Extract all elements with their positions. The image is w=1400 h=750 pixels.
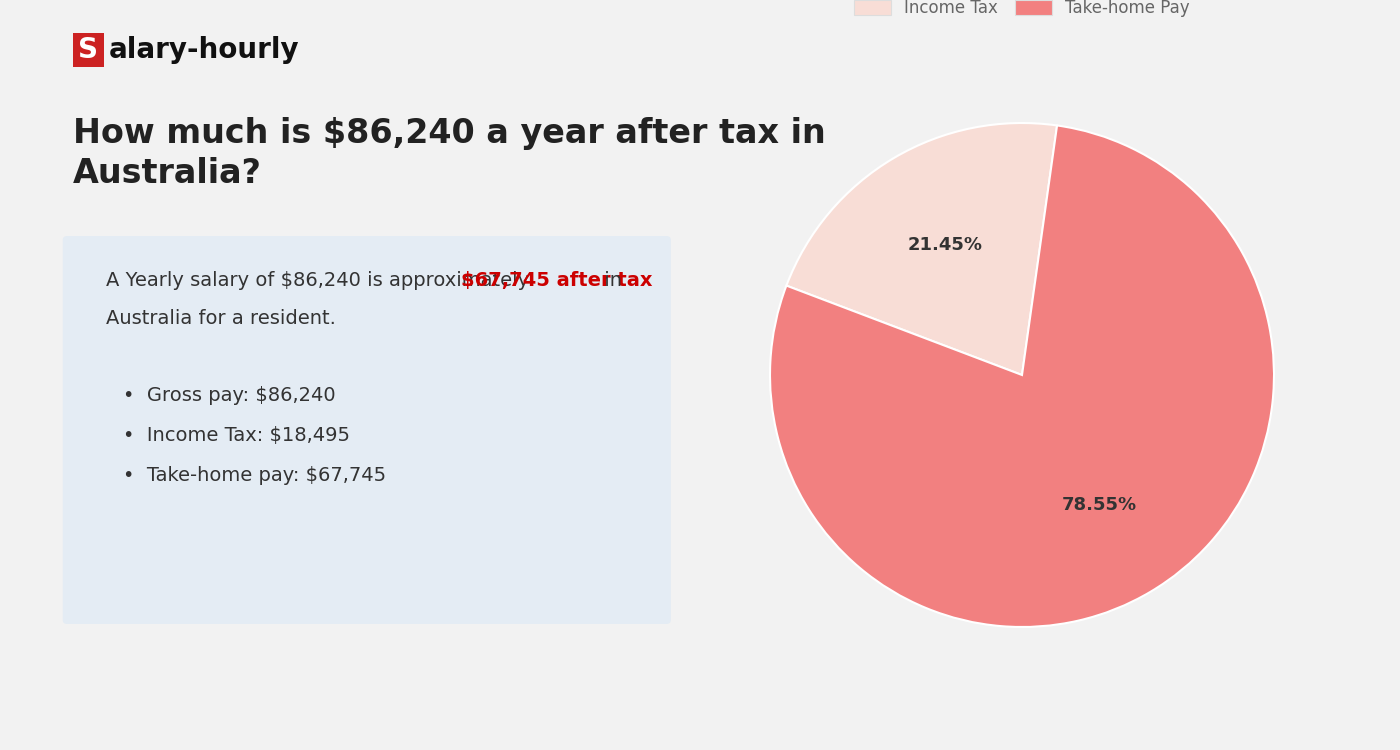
FancyBboxPatch shape (73, 33, 104, 67)
Text: 78.55%: 78.55% (1061, 496, 1137, 514)
Text: alary-hourly: alary-hourly (109, 36, 300, 64)
Wedge shape (770, 125, 1274, 627)
Wedge shape (787, 123, 1057, 375)
Text: $67,745 after tax: $67,745 after tax (461, 271, 652, 290)
Text: How much is $86,240 a year after tax in: How much is $86,240 a year after tax in (73, 117, 826, 150)
Text: Australia?: Australia? (73, 157, 262, 190)
Text: •  Income Tax: $18,495: • Income Tax: $18,495 (123, 426, 350, 445)
FancyBboxPatch shape (63, 236, 671, 624)
Text: S: S (78, 36, 98, 64)
Text: 21.45%: 21.45% (907, 236, 983, 254)
Text: •  Take-home pay: $67,745: • Take-home pay: $67,745 (123, 466, 386, 485)
Text: •  Gross pay: $86,240: • Gross pay: $86,240 (123, 386, 336, 405)
Text: Australia for a resident.: Australia for a resident. (106, 309, 336, 328)
Legend: Income Tax, Take-home Pay: Income Tax, Take-home Pay (848, 0, 1196, 24)
Text: A Yearly salary of $86,240 is approximately: A Yearly salary of $86,240 is approximat… (106, 271, 536, 290)
Text: in: in (598, 271, 623, 290)
